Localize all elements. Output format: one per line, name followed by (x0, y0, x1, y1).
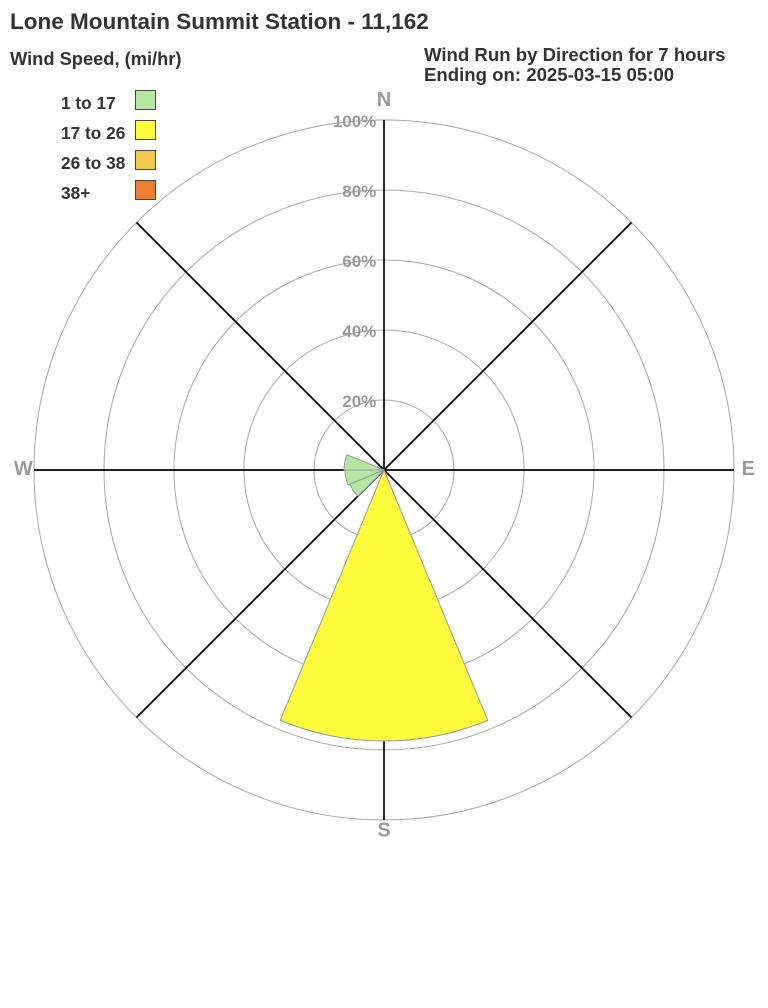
svg-text:N: N (377, 89, 391, 111)
svg-text:20%: 20% (342, 392, 376, 411)
svg-text:E: E (742, 458, 755, 480)
svg-text:60%: 60% (342, 252, 376, 271)
svg-text:80%: 80% (342, 182, 376, 201)
svg-text:40%: 40% (342, 322, 376, 341)
svg-text:S: S (377, 820, 390, 842)
svg-text:100%: 100% (333, 112, 376, 131)
svg-text:W: W (14, 458, 33, 480)
